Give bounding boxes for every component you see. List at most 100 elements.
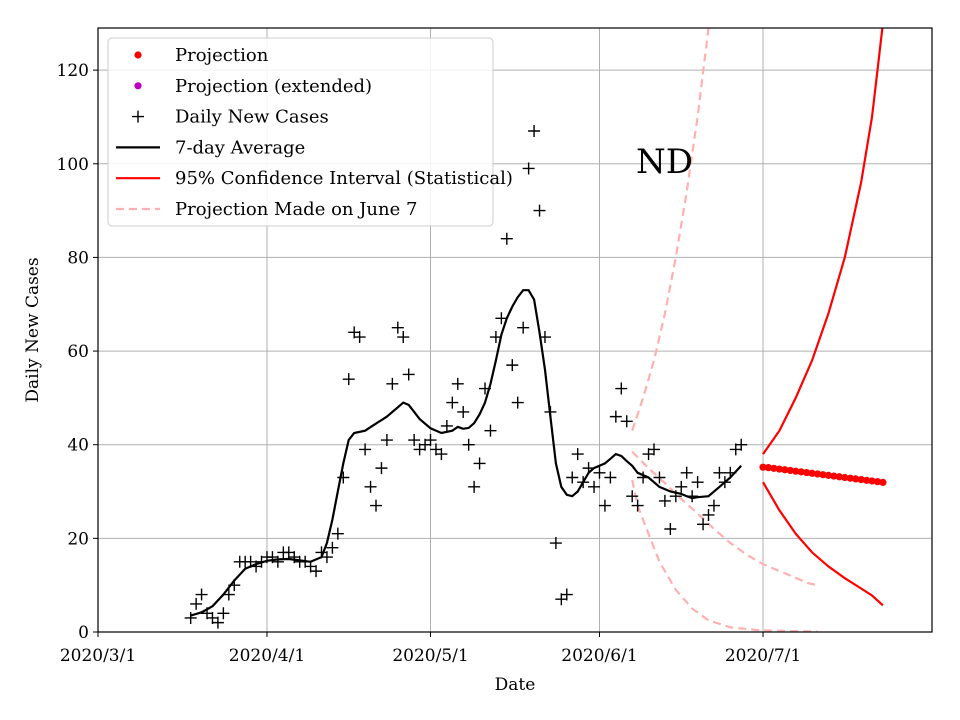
legend-dot-marker	[134, 82, 142, 90]
daily-case-point	[615, 382, 628, 395]
ci-upper-bound	[762, 28, 884, 455]
daily-case-point	[620, 415, 633, 428]
daily-case-point	[691, 476, 704, 489]
daily-case-point	[331, 527, 344, 540]
daily-case-point	[697, 518, 710, 531]
daily-case-point	[320, 551, 333, 564]
daily-case-point	[271, 555, 284, 568]
daily-case-point	[549, 537, 562, 550]
x-tick-label: 2020/3/1	[60, 646, 136, 666]
projection-point	[862, 476, 871, 484]
daily-case-point	[593, 466, 606, 479]
daily-case-point	[222, 588, 235, 601]
daily-case-point	[680, 466, 693, 479]
daily-case-point	[462, 438, 475, 451]
daily-case-point	[598, 499, 611, 512]
daily-case-point	[626, 490, 639, 503]
daily-case-point	[664, 522, 677, 535]
legend-plus-marker	[132, 110, 144, 123]
daily-case-point	[675, 480, 688, 493]
daily-case-point	[713, 466, 726, 479]
daily-case-point	[577, 476, 590, 489]
daily-case-point	[522, 162, 535, 175]
daily-case-point	[397, 331, 410, 344]
x-tick-label: 2020/7/1	[725, 646, 801, 666]
daily-case-point	[538, 331, 551, 344]
daily-case-point	[326, 541, 339, 554]
projection-point	[786, 466, 794, 475]
x-axis-label: Date	[495, 675, 536, 695]
daily-case-point	[457, 405, 470, 418]
projection-point	[824, 471, 833, 479]
x-tick-label: 2020/4/1	[229, 646, 305, 666]
plot-series	[184, 28, 887, 632]
daily-case-point	[648, 443, 660, 456]
y-tick-label: 0	[78, 623, 89, 643]
daily-case-point	[718, 476, 731, 489]
daily-case-point	[637, 471, 650, 484]
legend: Projection Projection (extended) Daily New…	[107, 37, 513, 227]
projection-point	[835, 473, 843, 481]
daily-case-point	[402, 368, 415, 381]
axis-ticks: 2020/3/1 2020/4/1 2020/5/1 2020/6/1 2020/7/1…	[57, 61, 802, 666]
projection-point	[841, 473, 849, 482]
daily-case-point	[190, 597, 203, 610]
daily-case-point	[484, 424, 497, 437]
daily-case-point	[495, 312, 508, 325]
daily-case-point	[609, 410, 622, 423]
daily-case-point	[489, 331, 502, 344]
daily-case-point	[588, 480, 601, 493]
legend-label: Projection (extended)	[175, 76, 372, 97]
daily-case-point	[408, 434, 421, 447]
daily-case-point	[337, 471, 350, 484]
y-tick-label: 80	[67, 248, 89, 268]
daily-case-point	[380, 434, 393, 447]
daily-case-point	[479, 382, 492, 395]
daily-case-point	[669, 490, 682, 503]
daily-case-point	[533, 204, 546, 217]
daily-case-point	[468, 480, 481, 493]
legend-box	[107, 37, 494, 227]
daily-case-point	[310, 565, 323, 578]
avg-7day-line	[190, 289, 743, 617]
daily-case-point	[658, 494, 671, 507]
y-tick-label: 40	[67, 436, 89, 456]
june7-projection-line	[631, 450, 818, 587]
state-annotation: ND	[636, 142, 693, 182]
daily-case-point	[370, 499, 382, 512]
daily-case-point	[228, 579, 241, 592]
projection-point	[846, 474, 854, 482]
daily-case-point	[359, 443, 372, 456]
daily-case-point	[386, 377, 399, 390]
plot-area	[184, 28, 887, 632]
y-tick-label: 60	[67, 342, 89, 362]
projection-point	[819, 471, 827, 479]
legend-label: 7-day Average	[175, 137, 305, 158]
legend-label: 95% Confidence Interval (Statistical)	[175, 168, 513, 189]
projection-point	[830, 472, 838, 480]
daily-case-point	[364, 480, 377, 493]
june7-lower-bound	[631, 479, 818, 632]
legend-item: Projection Made on June 7	[116, 199, 417, 220]
daily-case-point	[702, 508, 715, 521]
daily-case-point	[446, 396, 459, 409]
projection-point	[873, 478, 882, 486]
daily-case-point	[506, 359, 519, 372]
y-axis-label: Daily New Cases	[23, 257, 43, 402]
projection-point	[852, 475, 860, 483]
axes-frame	[97, 27, 933, 633]
daily-case-point	[451, 377, 464, 390]
y-tick-label: 100	[57, 155, 89, 175]
daily-case-point	[195, 588, 208, 601]
legend-dot-marker	[134, 51, 142, 59]
daily-case-point	[353, 331, 366, 344]
legend-item: Projection	[134, 45, 269, 66]
legend-item: Daily New Cases	[132, 107, 329, 128]
daily-case-point	[560, 588, 573, 601]
daily-case-point	[528, 125, 541, 138]
daily-case-point	[391, 321, 404, 334]
daily-case-point	[604, 471, 617, 484]
y-tick-label: 120	[57, 61, 89, 81]
daily-case-point	[566, 471, 579, 484]
